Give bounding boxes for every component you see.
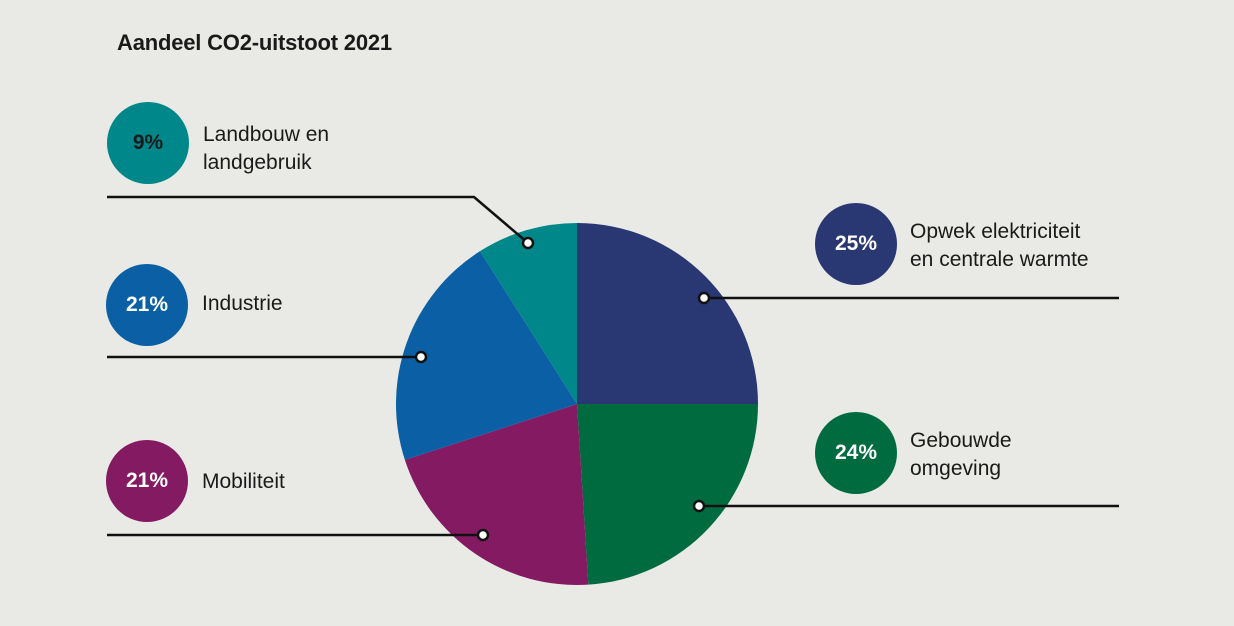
label-industrie-line-1: Industrie (202, 292, 283, 315)
label-opwek-line-2: en centrale warmte (910, 248, 1089, 271)
label-landbouw-line-2: landgebruik (203, 151, 312, 174)
label-industrie: Industrie (202, 290, 283, 318)
label-gebouwde: Gebouwde omgeving (910, 427, 1012, 483)
leader-dot-landbouw (521, 236, 535, 250)
badge-mobiliteit: 21% (106, 440, 188, 522)
label-gebouwde-line-1: Gebouwde (910, 429, 1012, 452)
label-landbouw: Landbouw en landgebruik (203, 121, 329, 177)
label-opwek: Opwek elektriciteit en centrale warmte (910, 218, 1089, 274)
leader-dot-gebouwde (692, 499, 706, 513)
badge-landbouw: 9% (107, 102, 189, 184)
label-mobiliteit-line-1: Mobiliteit (202, 470, 285, 493)
label-landbouw-line-1: Landbouw en (203, 123, 330, 146)
badge-landbouw-value: 9% (132, 131, 164, 154)
badge-gebouwde: 24% (815, 412, 897, 494)
leader-dot-mobiliteit (476, 528, 490, 542)
badge-opwek-value: 25% (834, 232, 878, 255)
leader-dot-industrie (414, 350, 428, 364)
pie-slice-opwek (577, 223, 758, 404)
pie-slice-landbouw (480, 223, 577, 404)
badge-gebouwde-value: 24% (834, 441, 878, 464)
badge-mobiliteit-value: 21% (125, 469, 169, 492)
badge-industrie-value: 21% (125, 293, 169, 316)
leader-dot-opwek (697, 291, 711, 305)
leader-line-landbouw (107, 195, 529, 244)
chart-title: Aandeel CO2-uitstoot 2021 (117, 30, 392, 55)
pie-slice-industrie (396, 251, 577, 460)
pie-slice-gebouwde (577, 404, 758, 585)
pie-slice-mobiliteit (404, 404, 589, 585)
label-opwek-line-1: Opwek elektriciteit (910, 220, 1081, 243)
label-gebouwde-line-2: omgeving (910, 457, 1002, 480)
label-mobiliteit: Mobiliteit (202, 468, 285, 496)
badge-opwek: 25% (815, 203, 897, 285)
badge-industrie: 21% (106, 264, 188, 346)
